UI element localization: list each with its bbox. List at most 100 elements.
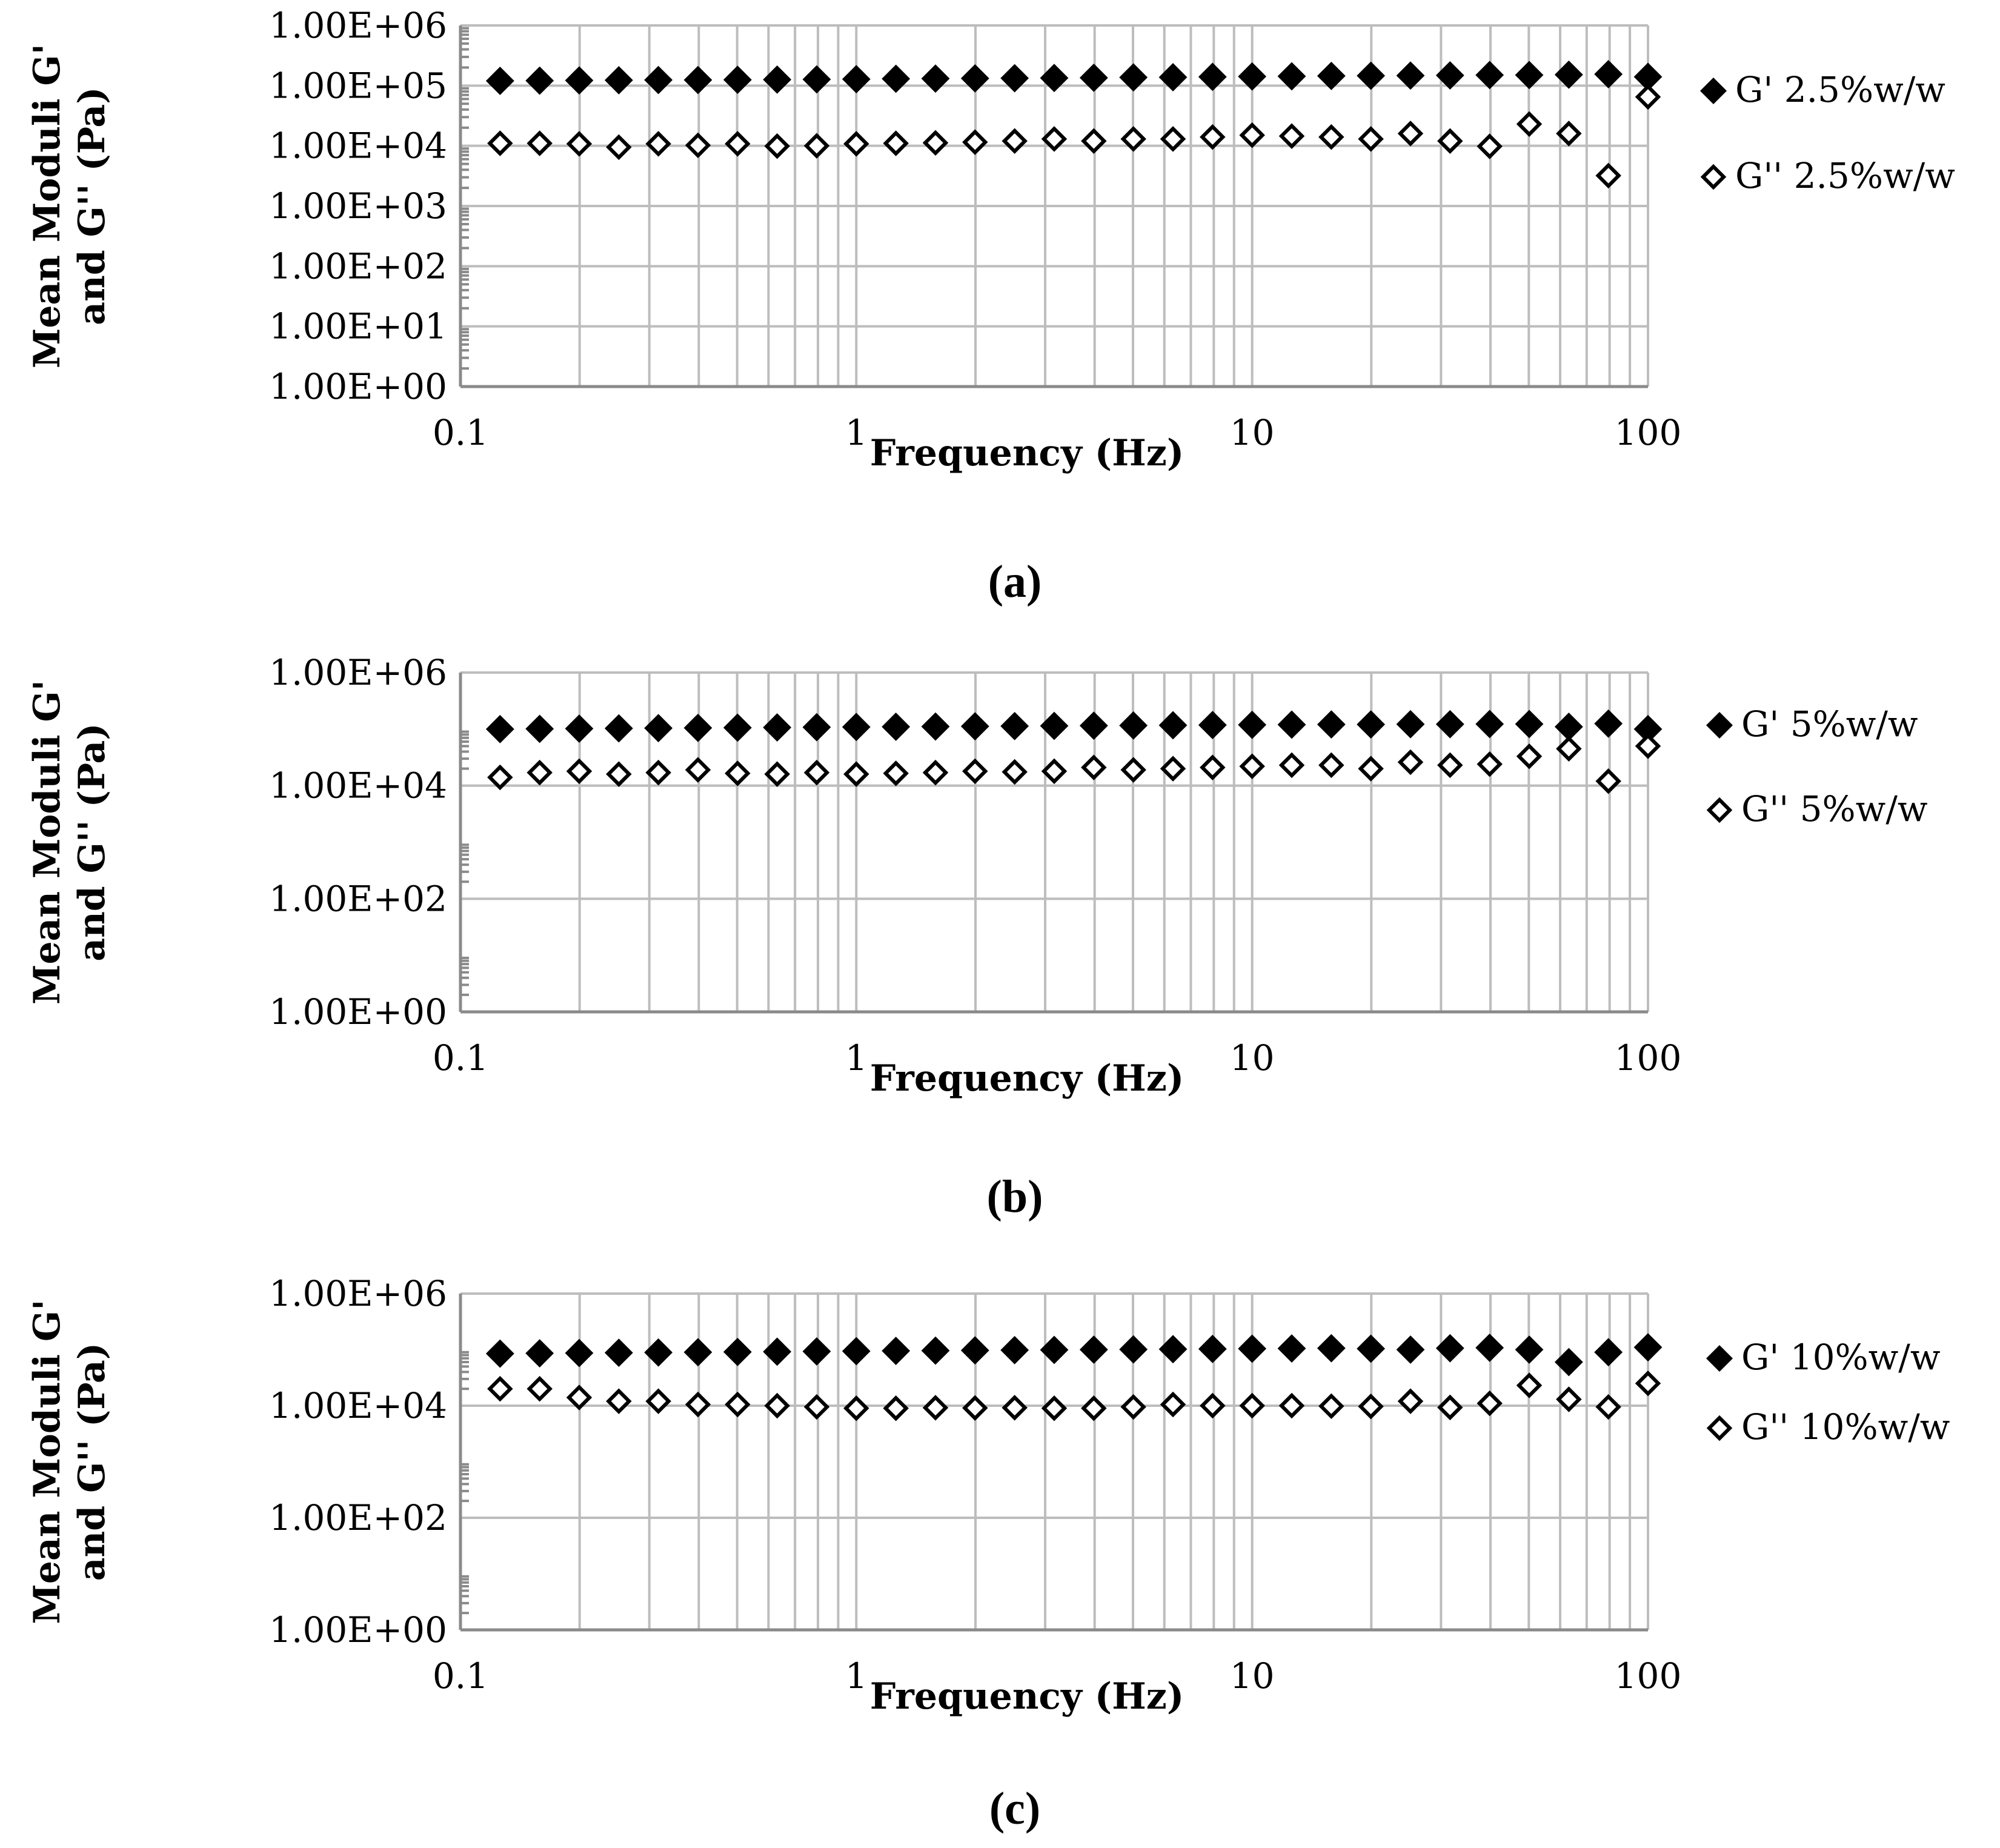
legend-label: G'' 10%w/w	[1741, 1406, 1950, 1447]
g-double-prime-point	[803, 133, 830, 159]
legend-marker-open-diamond	[1700, 164, 1727, 190]
g-prime-point	[1554, 1348, 1583, 1377]
g-double-prime-point	[606, 1388, 632, 1414]
x-axis-title: Frequency (Hz)	[870, 1675, 1184, 1718]
x-tick-label: 100	[1615, 1037, 1682, 1079]
g-double-prime-point	[1278, 123, 1305, 149]
y-axis-title-line1: Mean Moduli G'	[26, 680, 68, 1005]
g-double-prime-point	[1635, 84, 1661, 110]
g-double-prime-point	[1477, 1390, 1503, 1417]
g-prime-point	[802, 713, 831, 742]
g-double-prime-point	[1002, 1395, 1028, 1421]
g-double-prime-point	[1556, 736, 1582, 762]
g-double-prime-point	[725, 131, 751, 157]
g-double-prime-point	[1120, 1394, 1146, 1420]
g-prime-point	[1396, 61, 1425, 90]
g-prime-point	[1040, 711, 1069, 740]
g-prime-point	[1396, 710, 1425, 739]
g-double-prime-point	[1397, 749, 1424, 776]
g-prime-point	[565, 66, 594, 95]
y-tick-label: 1.00E+03	[269, 185, 447, 227]
g-prime-point	[1238, 710, 1267, 739]
y-tick-label: 1.00E+02	[269, 245, 447, 287]
g-double-prime-point	[566, 131, 593, 157]
g-prime-point	[1435, 710, 1464, 739]
y-tick-label: 1.00E+04	[269, 125, 447, 167]
g-double-prime-point	[1595, 162, 1621, 189]
y-axis-title-line2: and G'' (Pa)	[71, 1343, 113, 1581]
g-prime-point	[1515, 710, 1544, 739]
y-axis-title: Mean Moduli G' and G'' (Pa)	[26, 680, 113, 1005]
g-double-prime-point	[1239, 1392, 1265, 1419]
g-double-prime-point	[527, 1375, 553, 1402]
g-prime-point	[683, 713, 713, 742]
g-double-prime-point	[685, 757, 711, 783]
g-prime-point	[1396, 1335, 1425, 1364]
g-double-prime-point	[1002, 128, 1028, 155]
g-prime-point	[1435, 1334, 1464, 1363]
x-tick-label: 100	[1615, 1655, 1682, 1697]
g-prime-point	[644, 714, 673, 743]
panel-c: 1.00E+06 1.00E+04 1.00E+02 1.00E+00 0.1 1 10 10…	[26, 1273, 1950, 1834]
g-double-prime-point	[1358, 756, 1384, 782]
g-double-prime-point	[1120, 126, 1146, 152]
g-prime-point	[1277, 710, 1306, 739]
legend-marker-open-diamond	[1706, 1415, 1733, 1441]
y-tick-label: 1.00E+06	[269, 652, 447, 693]
g-double-prime-point	[1278, 1392, 1305, 1419]
g-prime-point	[723, 1337, 752, 1366]
g-double-prime-point	[1041, 126, 1068, 152]
g-prime-point	[882, 1337, 911, 1365]
g-prime-point	[763, 713, 792, 742]
y-tick-label: 1.00E+02	[269, 878, 447, 919]
y-axis-title: Mean Moduli G' and G'' (Pa)	[26, 1299, 113, 1624]
y-tick-label: 1.00E+00	[269, 366, 447, 407]
g-prime-point	[604, 714, 633, 743]
g-prime-point	[1357, 61, 1386, 90]
g-double-prime-point	[1516, 111, 1543, 137]
g-prime-point	[1198, 62, 1227, 91]
g-double-prime-point	[1397, 121, 1424, 147]
g-prime-point	[1158, 63, 1188, 91]
g-double-prime-point	[1437, 128, 1463, 155]
g-prime-point	[882, 713, 911, 741]
g-prime-point	[525, 714, 554, 743]
g-prime-point	[1000, 64, 1029, 93]
panel-b: 1.00E+06 1.00E+04 1.00E+02 1.00E+00 0.1 1 10 10…	[26, 652, 1928, 1222]
g-double-prime-point	[764, 133, 790, 159]
g-double-prime-point	[922, 759, 949, 786]
legend-marker-filled-diamond	[1706, 712, 1733, 739]
x-tick-label: 0.1	[433, 1037, 488, 1079]
g-double-prime-point	[922, 130, 949, 156]
g-prime-point	[921, 712, 950, 741]
g-prime-point	[1198, 711, 1227, 740]
g-double-prime-point	[645, 131, 671, 157]
g-double-prime-point	[1041, 1395, 1068, 1421]
g-prime-point	[683, 65, 713, 95]
g-prime-point	[763, 1337, 792, 1366]
g-double-prime-point	[1200, 1392, 1226, 1419]
legend-label: G' 5%w/w	[1741, 703, 1918, 745]
g-prime-point	[723, 713, 752, 742]
g-prime-point	[1317, 61, 1346, 90]
g-double-prime-point	[1081, 1395, 1107, 1421]
g-double-prime-point	[1318, 124, 1344, 150]
g-double-prime-point	[962, 1395, 988, 1421]
y-tick-label: 1.00E+04	[269, 765, 447, 806]
g-double-prime-point	[1477, 133, 1503, 159]
g-double-prime-point	[1200, 124, 1226, 150]
g-prime-point	[723, 65, 752, 95]
x-tick-label: 10	[1230, 1037, 1275, 1079]
g-prime-point	[1119, 1335, 1148, 1364]
g-double-prime-point	[764, 1392, 790, 1419]
g-prime-point	[1158, 1335, 1188, 1364]
g-prime-point	[1594, 60, 1623, 88]
y-tick-label: 1.00E+06	[269, 1273, 447, 1314]
legend-label: G' 10%w/w	[1741, 1337, 1940, 1378]
g-double-prime-point	[1556, 1386, 1582, 1412]
g-prime-point	[1079, 711, 1108, 740]
g-prime-point	[485, 67, 514, 95]
y-tick-label: 1.00E+00	[269, 991, 447, 1032]
y-axis-title-line2: and G'' (Pa)	[71, 723, 113, 961]
